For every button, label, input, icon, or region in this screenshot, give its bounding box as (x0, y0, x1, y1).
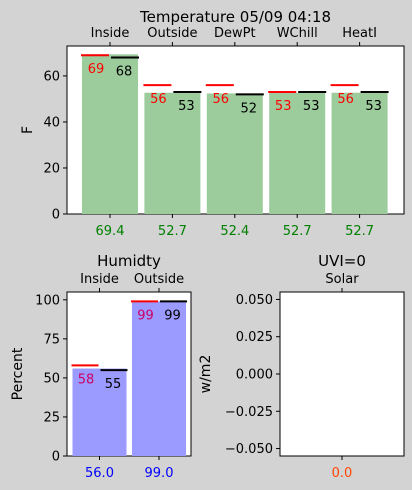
category-label-0-2: DewPt (214, 26, 256, 41)
chart-title-1: Humidty (97, 252, 161, 270)
plot-area-2 (279, 291, 405, 457)
value-label-0-4: 52.7 (345, 224, 374, 239)
y-tick-label-1-0: 0 (52, 450, 60, 465)
high-label-0-1: 56 (150, 92, 167, 107)
low-label-0-4: 53 (365, 99, 382, 114)
high-label-0-2: 56 (213, 92, 230, 107)
value-label-0-2: 52.4 (220, 224, 249, 239)
chart-title-2: UVI=0 (318, 252, 366, 270)
y-tick-label-1-2: 50 (43, 371, 60, 386)
y-tick-label-2-4: 0.050 (236, 293, 273, 308)
bar-0-2 (206, 93, 263, 214)
low-label-0-1: 53 (178, 99, 195, 114)
high-label-0-0: 69 (88, 62, 105, 77)
value-label-1-1: 99.0 (145, 466, 174, 481)
category-label-0-3: WChill (277, 26, 318, 41)
y-tick-label-2-2: 0.000 (236, 368, 273, 383)
low-label-1-1: 99 (164, 308, 181, 323)
y-axis-label-0: F (20, 126, 36, 134)
bar-0-1 (144, 92, 201, 214)
bar-0-0 (82, 54, 138, 215)
chart-title-0: Temperature 05/09 04:18 (139, 8, 331, 26)
y-tick-label-0-3: 60 (43, 69, 60, 84)
y-tick-label-1-1: 25 (43, 410, 60, 425)
bar-0-3 (269, 92, 326, 214)
bar-1-1 (132, 301, 186, 456)
y-tick-label-2-3: 0.025 (236, 330, 273, 345)
y-tick-label-0-2: 40 (43, 115, 60, 130)
high-label-0-4: 56 (337, 92, 354, 107)
high-label-1-0: 58 (78, 372, 95, 387)
value-label-0-3: 52.7 (283, 224, 312, 239)
category-label-0-1: Outside (147, 26, 197, 41)
value-label-2-0: 0.0 (332, 466, 353, 481)
high-label-0-3: 53 (275, 99, 292, 114)
low-label-0-2: 52 (241, 101, 258, 116)
category-label-1-0: Inside (80, 272, 119, 287)
y-tick-label-2-1: −0.025 (225, 405, 273, 420)
category-label-1-1: Outside (134, 272, 184, 287)
bar-1-0 (72, 368, 127, 456)
category-label-0-0: Inside (91, 26, 130, 41)
category-label-0-4: HeatI (342, 26, 377, 41)
y-tick-label-2-0: −0.050 (225, 442, 273, 457)
category-label-2-0: Solar (325, 272, 359, 287)
y-tick-label-0-1: 20 (43, 161, 60, 176)
low-label-1-0: 55 (105, 377, 122, 392)
bar-0-4 (331, 92, 388, 214)
value-label-0-0: 69.4 (96, 224, 125, 239)
y-axis-label-1: Percent (10, 347, 26, 400)
high-label-1-1: 99 (137, 308, 154, 323)
y-tick-label-0-0: 0 (52, 208, 60, 223)
low-label-0-0: 68 (116, 65, 133, 80)
value-label-0-1: 52.7 (158, 224, 187, 239)
y-tick-label-1-4: 100 (35, 293, 60, 308)
y-axis-label-2: w/m2 (198, 355, 214, 394)
value-label-1-0: 56.0 (85, 466, 114, 481)
y-tick-label-1-3: 75 (43, 332, 60, 347)
low-label-0-3: 53 (303, 99, 320, 114)
